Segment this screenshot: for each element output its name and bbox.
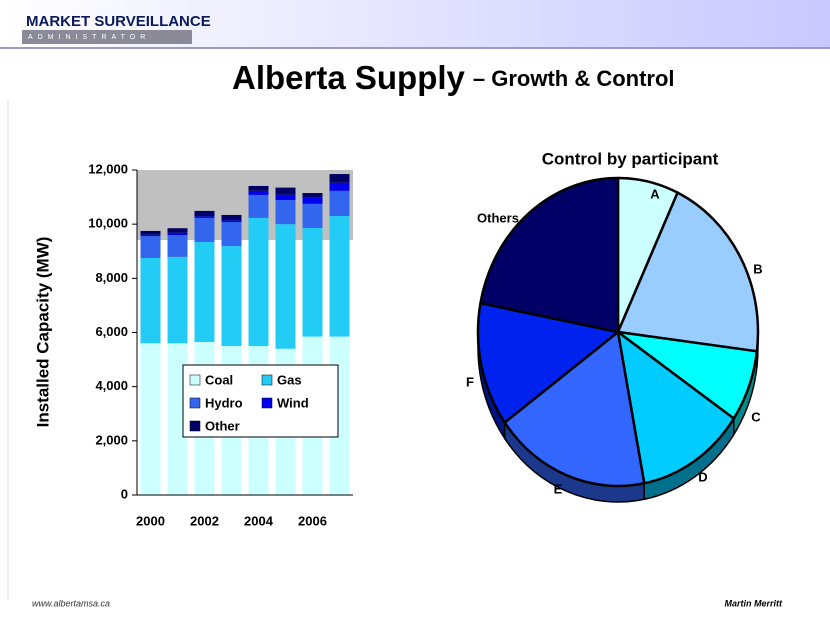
pie-slice — [616, 330, 736, 485]
legend-label: Coal — [205, 372, 233, 387]
y-tick-label: 4,000 — [95, 378, 128, 393]
bar-segment — [140, 230, 161, 235]
logo-bar — [22, 30, 192, 44]
bar-segment — [275, 187, 296, 195]
bar-segment — [248, 190, 269, 195]
y-tick-label: 8,000 — [95, 270, 128, 285]
title-sub: – Growth & Control — [473, 66, 675, 91]
pie-label: Others — [477, 210, 519, 225]
legend-swatch — [189, 420, 201, 432]
bar-segment — [302, 197, 323, 204]
x-tick-label: 2002 — [190, 513, 219, 528]
legend-box — [182, 364, 339, 438]
bar-segment — [329, 174, 350, 183]
y-tick-label: 6,000 — [95, 324, 128, 339]
legend-label: Wind — [277, 395, 309, 410]
y-tick-label: 0 — [121, 486, 128, 501]
pie-slice — [503, 330, 646, 488]
pie-label: B — [753, 261, 762, 276]
pie-label: E — [554, 481, 563, 496]
bar-segment — [167, 256, 188, 344]
pie-label: D — [698, 469, 707, 484]
pie-label: F — [466, 374, 474, 389]
bar-segment — [221, 222, 242, 247]
bar-segment — [302, 227, 323, 337]
pie-slice — [616, 191, 760, 353]
pie-slice — [479, 176, 620, 334]
legend-swatch — [261, 397, 273, 409]
y-tick-label: 12,000 — [88, 161, 128, 176]
legend-swatch — [189, 397, 201, 409]
legend-swatch — [189, 374, 201, 386]
legend-label: Other — [205, 418, 240, 433]
bar-segment — [302, 203, 323, 228]
pie-title: Control by participant — [542, 149, 719, 168]
bar-segment — [140, 343, 161, 495]
bar-segment — [167, 232, 188, 235]
pie-label: C — [751, 409, 761, 424]
slide-title: Alberta Supply – Growth & Control — [232, 59, 675, 96]
bar-segment — [167, 228, 188, 233]
pie-slice — [476, 301, 620, 424]
y-tick-label: 10,000 — [88, 216, 128, 231]
bar-segment — [275, 224, 296, 349]
bar-segment — [194, 216, 215, 218]
bar-segment — [194, 242, 215, 342]
bar-segment — [329, 216, 350, 337]
bar-segment — [194, 217, 215, 243]
bar-segment — [248, 194, 269, 218]
bar-segment — [248, 217, 269, 347]
bar-segment — [275, 194, 296, 201]
footer-left: www.albertamsa.ca — [32, 598, 110, 608]
footer-right: Martin Merritt — [724, 598, 783, 608]
bar-segment — [221, 246, 242, 347]
bar-segment — [167, 235, 188, 257]
bar-segment — [194, 210, 215, 217]
legend-label: Gas — [277, 372, 302, 387]
bar-segment — [329, 182, 350, 191]
legend-label: Hydro — [205, 395, 243, 410]
x-tick-label: 2006 — [298, 513, 327, 528]
x-tick-label: 2000 — [136, 513, 165, 528]
y-axis-label: Installed Capacity (MW) — [33, 237, 52, 428]
pie-label: A — [650, 186, 660, 201]
bar-segment — [221, 220, 242, 222]
bar-segment — [140, 236, 161, 259]
legend-swatch — [261, 374, 273, 386]
bar-segment — [221, 214, 242, 221]
bar-segment — [302, 193, 323, 198]
bar-segment — [140, 234, 161, 237]
bar-segment — [248, 185, 269, 191]
logo: MARKET SURVEILLANCE — [26, 13, 211, 30]
bar-segment — [275, 200, 296, 225]
bar-segment — [140, 258, 161, 344]
x-tick-label: 2004 — [244, 513, 274, 528]
title-main: Alberta Supply — [232, 59, 466, 96]
bar-segment — [329, 190, 350, 217]
logo-sub: ADMINISTRATOR — [28, 34, 150, 41]
y-tick-label: 2,000 — [95, 432, 128, 447]
